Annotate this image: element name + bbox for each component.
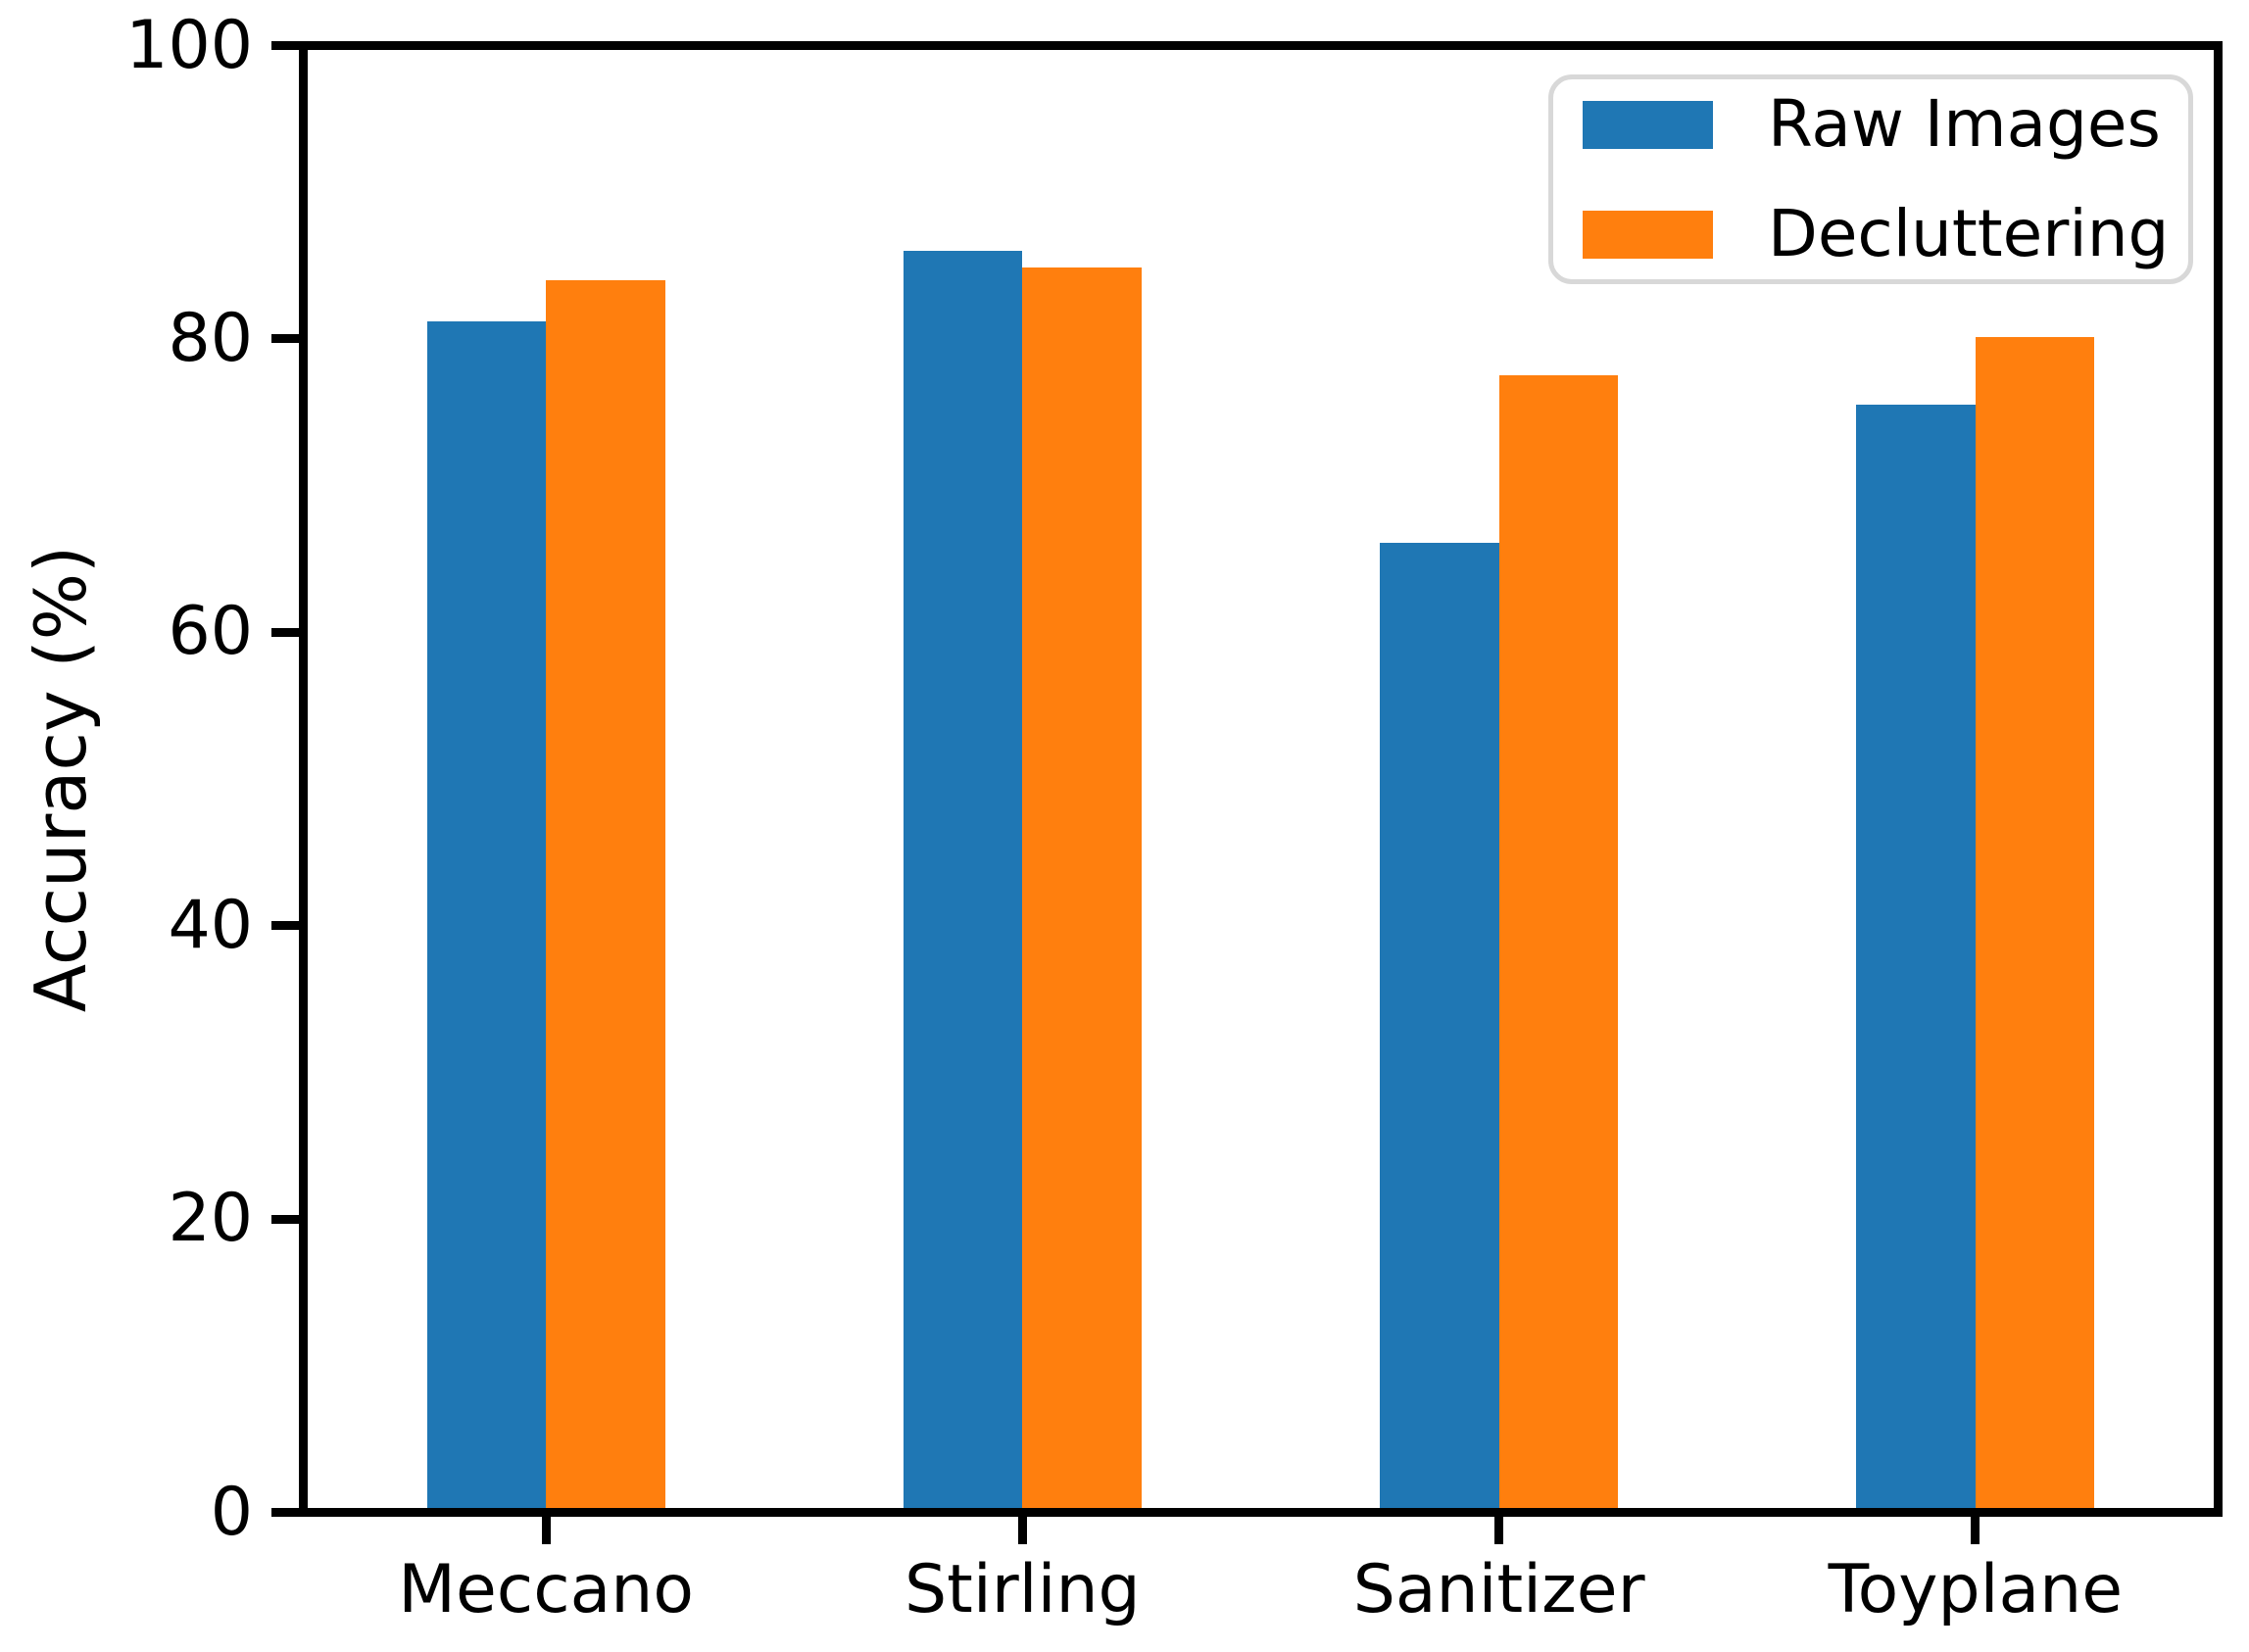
bar-decluttering-sanitizer <box>1498 374 1619 1508</box>
legend-row-decluttering: Decluttering <box>1583 202 2188 267</box>
y-tick-mark <box>271 41 299 50</box>
x-tick-mark <box>1971 1517 1980 1544</box>
y-tick-mark <box>271 1508 299 1517</box>
bar-raw-images-stirling <box>903 251 1023 1508</box>
x-tick-label: Sanitizer <box>1352 1551 1645 1628</box>
legend-swatch-raw-images <box>1583 100 1713 149</box>
legend-row-raw-images: Raw Images <box>1583 92 2188 157</box>
x-tick-label: Toyplane <box>1828 1551 2124 1628</box>
y-tick-mark <box>271 627 299 637</box>
x-tick-mark <box>541 1517 551 1544</box>
x-tick-label: Meccano <box>398 1551 694 1628</box>
y-tick-mark <box>271 1214 299 1224</box>
x-tick-mark <box>1494 1517 1504 1544</box>
x-tick-label: Stirling <box>904 1551 1141 1628</box>
bar-decluttering-stirling <box>1022 267 1142 1508</box>
legend-label-raw-images: Raw Images <box>1768 86 2161 162</box>
bar-decluttering-meccano <box>546 280 665 1508</box>
y-tick-label: 40 <box>168 886 253 964</box>
bar-raw-images-sanitizer <box>1380 542 1499 1508</box>
bar-raw-images-meccano <box>426 320 547 1508</box>
x-tick-mark <box>1017 1517 1027 1544</box>
y-tick-label: 0 <box>210 1473 253 1551</box>
y-tick-label: 80 <box>168 299 253 377</box>
y-tick-mark <box>271 334 299 344</box>
bar-decluttering-toyplane <box>1975 337 2095 1508</box>
legend: Raw Images Decluttering <box>1548 74 2193 284</box>
bar-raw-images-toyplane <box>1856 404 1976 1508</box>
legend-label-decluttering: Decluttering <box>1768 196 2170 271</box>
legend-swatch-decluttering <box>1583 210 1713 259</box>
y-tick-label: 60 <box>168 593 253 671</box>
y-tick-label: 20 <box>168 1180 253 1258</box>
y-tick-label: 100 <box>125 6 253 84</box>
y-tick-mark <box>271 921 299 931</box>
